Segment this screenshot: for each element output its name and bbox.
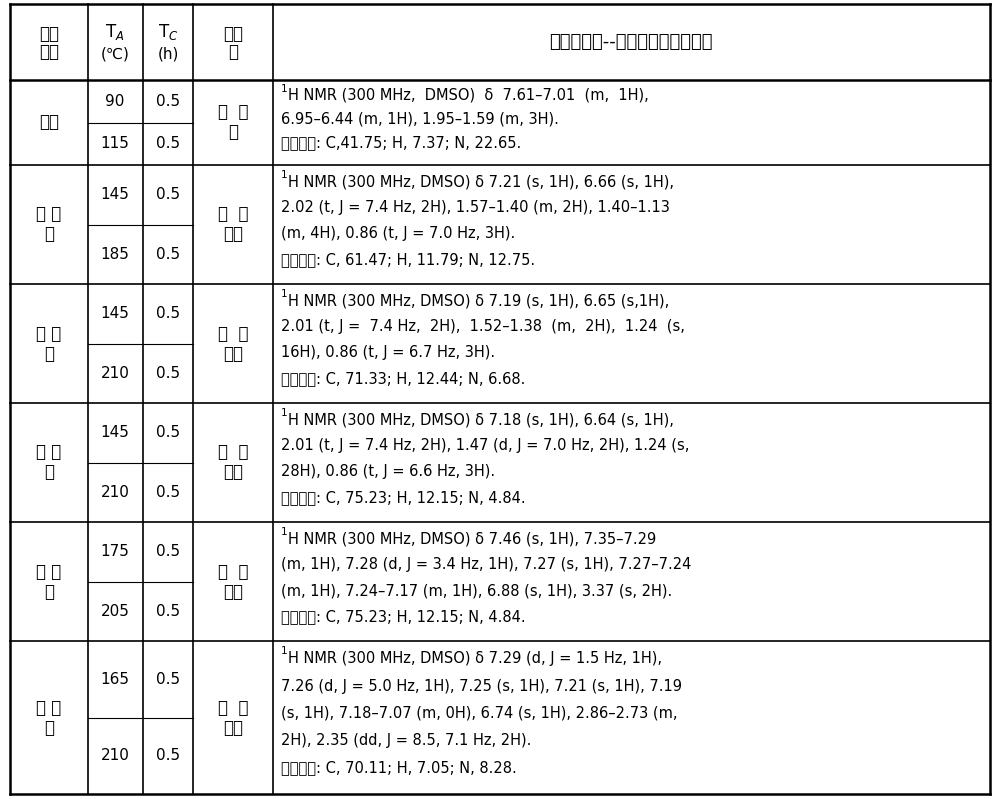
Text: 0.5: 0.5 bbox=[156, 604, 180, 618]
Text: 乙酸: 乙酸 bbox=[39, 113, 59, 132]
Text: 酸: 酸 bbox=[44, 463, 54, 482]
Text: (℃): (℃) bbox=[101, 46, 129, 62]
Text: 酰胺: 酰胺 bbox=[223, 344, 243, 363]
Text: 酰胺: 酰胺 bbox=[223, 718, 243, 737]
Text: (m, 1H), 7.28 (d, J = 3.4 Hz, 1H), 7.27 (s, 1H), 7.27–7.24: (m, 1H), 7.28 (d, J = 3.4 Hz, 1H), 7.27 … bbox=[281, 557, 691, 572]
Text: 元素分析: C,41.75; H, 7.37; N, 22.65.: 元素分析: C,41.75; H, 7.37; N, 22.65. bbox=[281, 135, 521, 150]
Text: 1: 1 bbox=[281, 408, 288, 418]
Text: 元素分析: C, 71.33; H, 12.44; N, 6.68.: 元素分析: C, 71.33; H, 12.44; N, 6.68. bbox=[281, 371, 525, 386]
Text: 酸: 酸 bbox=[44, 582, 54, 601]
Text: 90: 90 bbox=[105, 93, 125, 109]
Text: 酸: 酸 bbox=[44, 344, 54, 363]
Text: 苯  乙: 苯 乙 bbox=[218, 562, 248, 581]
Text: 1: 1 bbox=[281, 646, 288, 657]
Text: 十  八: 十 八 bbox=[218, 443, 248, 462]
Text: 0.5: 0.5 bbox=[156, 93, 180, 109]
Text: 1: 1 bbox=[281, 84, 288, 94]
Text: 元素分析: C, 61.47; H, 11.79; N, 12.75.: 元素分析: C, 61.47; H, 11.79; N, 12.75. bbox=[281, 252, 535, 267]
Text: 0.5: 0.5 bbox=[156, 425, 180, 440]
Text: (h): (h) bbox=[157, 46, 179, 62]
Text: 0.5: 0.5 bbox=[156, 366, 180, 381]
Text: 胺: 胺 bbox=[228, 124, 238, 141]
Text: 元素分析: C, 75.23; H, 12.15; N, 4.84.: 元素分析: C, 75.23; H, 12.15; N, 4.84. bbox=[281, 609, 526, 624]
Text: 酰胺: 酰胺 bbox=[223, 225, 243, 244]
Text: 原料: 原料 bbox=[39, 43, 59, 61]
Text: (m, 1H), 7.24–7.17 (m, 1H), 6.88 (s, 1H), 3.37 (s, 2H).: (m, 1H), 7.24–7.17 (m, 1H), 6.88 (s, 1H)… bbox=[281, 583, 672, 598]
Text: 1: 1 bbox=[281, 170, 288, 180]
Text: 羧酸: 羧酸 bbox=[39, 25, 59, 43]
Text: 210: 210 bbox=[101, 366, 129, 381]
Text: 十 二: 十 二 bbox=[36, 324, 62, 343]
Text: 185: 185 bbox=[101, 247, 129, 262]
Text: 145: 145 bbox=[101, 306, 129, 321]
Text: 酸: 酸 bbox=[44, 225, 54, 244]
Text: 115: 115 bbox=[101, 137, 129, 151]
Text: 0.5: 0.5 bbox=[156, 306, 180, 321]
Text: 28H), 0.86 (t, J = 6.6 Hz, 3H).: 28H), 0.86 (t, J = 6.6 Hz, 3H). bbox=[281, 464, 495, 479]
Text: 2.01 (t, J = 7.4 Hz, 2H), 1.47 (d, J = 7.0 Hz, 2H), 1.24 (s,: 2.01 (t, J = 7.4 Hz, 2H), 1.47 (d, J = 7… bbox=[281, 438, 689, 453]
Text: (m, 4H), 0.86 (t, J = 7.0 Hz, 3H).: (m, 4H), 0.86 (t, J = 7.0 Hz, 3H). bbox=[281, 226, 515, 241]
Text: 175: 175 bbox=[101, 544, 129, 559]
Text: 元素分析: C, 75.23; H, 12.15; N, 4.84.: 元素分析: C, 75.23; H, 12.15; N, 4.84. bbox=[281, 490, 526, 505]
Text: 16H), 0.86 (t, J = 6.7 Hz, 3H).: 16H), 0.86 (t, J = 6.7 Hz, 3H). bbox=[281, 345, 495, 360]
Text: 0.5: 0.5 bbox=[156, 748, 180, 763]
Text: 中间体表征--核磁氢谱和元素分析: 中间体表征--核磁氢谱和元素分析 bbox=[549, 33, 713, 51]
Text: 正 己: 正 己 bbox=[36, 205, 62, 224]
Text: 2.02 (t, J = 7.4 Hz, 2H), 1.57–1.40 (m, 2H), 1.40–1.13: 2.02 (t, J = 7.4 Hz, 2H), 1.57–1.40 (m, … bbox=[281, 201, 670, 215]
Text: 1: 1 bbox=[281, 527, 288, 537]
Text: 0.5: 0.5 bbox=[156, 485, 180, 499]
Text: 2H), 2.35 (dd, J = 8.5, 7.1 Hz, 2H).: 2H), 2.35 (dd, J = 8.5, 7.1 Hz, 2H). bbox=[281, 733, 531, 748]
Text: T$_C$: T$_C$ bbox=[158, 22, 178, 42]
Text: 0.5: 0.5 bbox=[156, 544, 180, 559]
Text: 元素分析: C, 70.11; H, 7.05; N, 8.28.: 元素分析: C, 70.11; H, 7.05; N, 8.28. bbox=[281, 761, 517, 776]
Text: 210: 210 bbox=[101, 485, 129, 499]
Text: 0.5: 0.5 bbox=[156, 247, 180, 262]
Text: H NMR (300 MHz, DMSO) δ 7.19 (s, 1H), 6.65 (s,1H),: H NMR (300 MHz, DMSO) δ 7.19 (s, 1H), 6.… bbox=[288, 293, 669, 308]
Text: 0.5: 0.5 bbox=[156, 672, 180, 687]
Text: 7.26 (d, J = 5.0 Hz, 1H), 7.25 (s, 1H), 7.21 (s, 1H), 7.19: 7.26 (d, J = 5.0 Hz, 1H), 7.25 (s, 1H), … bbox=[281, 678, 682, 694]
Text: 十  二: 十 二 bbox=[218, 324, 248, 343]
Text: 205: 205 bbox=[101, 604, 129, 618]
Text: T$_A$: T$_A$ bbox=[105, 22, 125, 42]
Text: 苯  丙: 苯 丙 bbox=[218, 698, 248, 717]
Text: 145: 145 bbox=[101, 187, 129, 202]
Text: H NMR (300 MHz, DMSO) δ 7.46 (s, 1H), 7.35–7.29: H NMR (300 MHz, DMSO) δ 7.46 (s, 1H), 7.… bbox=[288, 531, 656, 547]
Text: 酰胺: 酰胺 bbox=[223, 582, 243, 601]
Text: 210: 210 bbox=[101, 748, 129, 763]
Text: 苯 乙: 苯 乙 bbox=[36, 562, 62, 581]
Text: 苯 丙: 苯 丙 bbox=[36, 698, 62, 717]
Text: 十 八: 十 八 bbox=[36, 443, 62, 462]
Text: 酸: 酸 bbox=[44, 718, 54, 737]
Text: 145: 145 bbox=[101, 425, 129, 440]
Text: H NMR (300 MHz, DMSO) δ 7.29 (d, J = 1.5 Hz, 1H),: H NMR (300 MHz, DMSO) δ 7.29 (d, J = 1.5… bbox=[288, 651, 662, 666]
Text: 2.01 (t, J =  7.4 Hz,  2H),  1.52–1.38  (m,  2H),  1.24  (s,: 2.01 (t, J = 7.4 Hz, 2H), 1.52–1.38 (m, … bbox=[281, 319, 685, 334]
Text: H NMR (300 MHz,  DMSO)  δ  7.61–7.01  (m,  1H),: H NMR (300 MHz, DMSO) δ 7.61–7.01 (m, 1H… bbox=[288, 88, 649, 103]
Text: 体: 体 bbox=[228, 43, 238, 61]
Text: 1: 1 bbox=[281, 289, 288, 299]
Text: 中间: 中间 bbox=[223, 25, 243, 43]
Text: (s, 1H), 7.18–7.07 (m, 0H), 6.74 (s, 1H), 2.86–2.73 (m,: (s, 1H), 7.18–7.07 (m, 0H), 6.74 (s, 1H)… bbox=[281, 706, 678, 721]
Text: H NMR (300 MHz, DMSO) δ 7.21 (s, 1H), 6.66 (s, 1H),: H NMR (300 MHz, DMSO) δ 7.21 (s, 1H), 6.… bbox=[288, 174, 674, 189]
Text: H NMR (300 MHz, DMSO) δ 7.18 (s, 1H), 6.64 (s, 1H),: H NMR (300 MHz, DMSO) δ 7.18 (s, 1H), 6.… bbox=[288, 412, 674, 427]
Text: 乙  酰: 乙 酰 bbox=[218, 104, 248, 121]
Text: 165: 165 bbox=[100, 672, 130, 687]
Text: 0.5: 0.5 bbox=[156, 137, 180, 151]
Text: 6.95–6.44 (m, 1H), 1.95–1.59 (m, 3H).: 6.95–6.44 (m, 1H), 1.95–1.59 (m, 3H). bbox=[281, 111, 559, 126]
Text: 0.5: 0.5 bbox=[156, 187, 180, 202]
Text: 酰胺: 酰胺 bbox=[223, 463, 243, 482]
Text: 正  己: 正 己 bbox=[218, 205, 248, 224]
